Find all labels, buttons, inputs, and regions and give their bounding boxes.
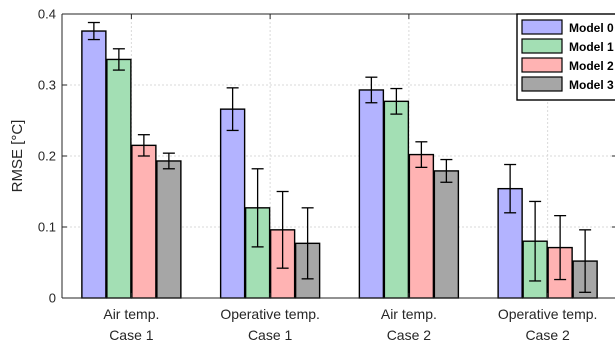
y-tick-label: 0.4 [38, 7, 56, 22]
bar [106, 58, 132, 299]
x-category-label: Case 2 [525, 327, 570, 343]
legend-swatch [521, 19, 563, 35]
legend-label: Model 1 [569, 40, 614, 54]
x-category-label: Case 1 [248, 327, 293, 343]
bar [156, 160, 182, 299]
y-axis-title: RMSE [°C] [9, 120, 26, 193]
bar [408, 153, 435, 299]
legend-swatch [521, 76, 563, 92]
bar [131, 144, 157, 299]
legend-swatch [521, 38, 563, 54]
bar [358, 89, 385, 299]
x-category-label: Case 1 [109, 327, 154, 343]
legend: Model 0 Model 1 Model 2 Model 3 [516, 13, 615, 101]
y-tick-label: 0 [49, 291, 56, 306]
legend-label: Model 3 [569, 78, 614, 92]
y-tick-label: 0.1 [38, 220, 56, 235]
bar [433, 170, 460, 299]
legend-swatch [521, 57, 563, 73]
bar [219, 108, 246, 299]
x-category-label: Air temp. [381, 306, 437, 322]
x-category-label: Operative temp. [498, 306, 598, 322]
x-category-label: Air temp. [103, 306, 159, 322]
bar-series [81, 21, 598, 299]
legend-label: Model 2 [569, 59, 614, 73]
x-category-label: Operative temp. [220, 306, 320, 322]
bar [383, 100, 410, 299]
x-category-label: Case 2 [387, 327, 432, 343]
y-tick-label: 0.3 [38, 78, 56, 93]
legend-label: Model 0 [569, 21, 614, 35]
bar [81, 30, 107, 299]
y-tick-label: 0.2 [38, 149, 56, 164]
